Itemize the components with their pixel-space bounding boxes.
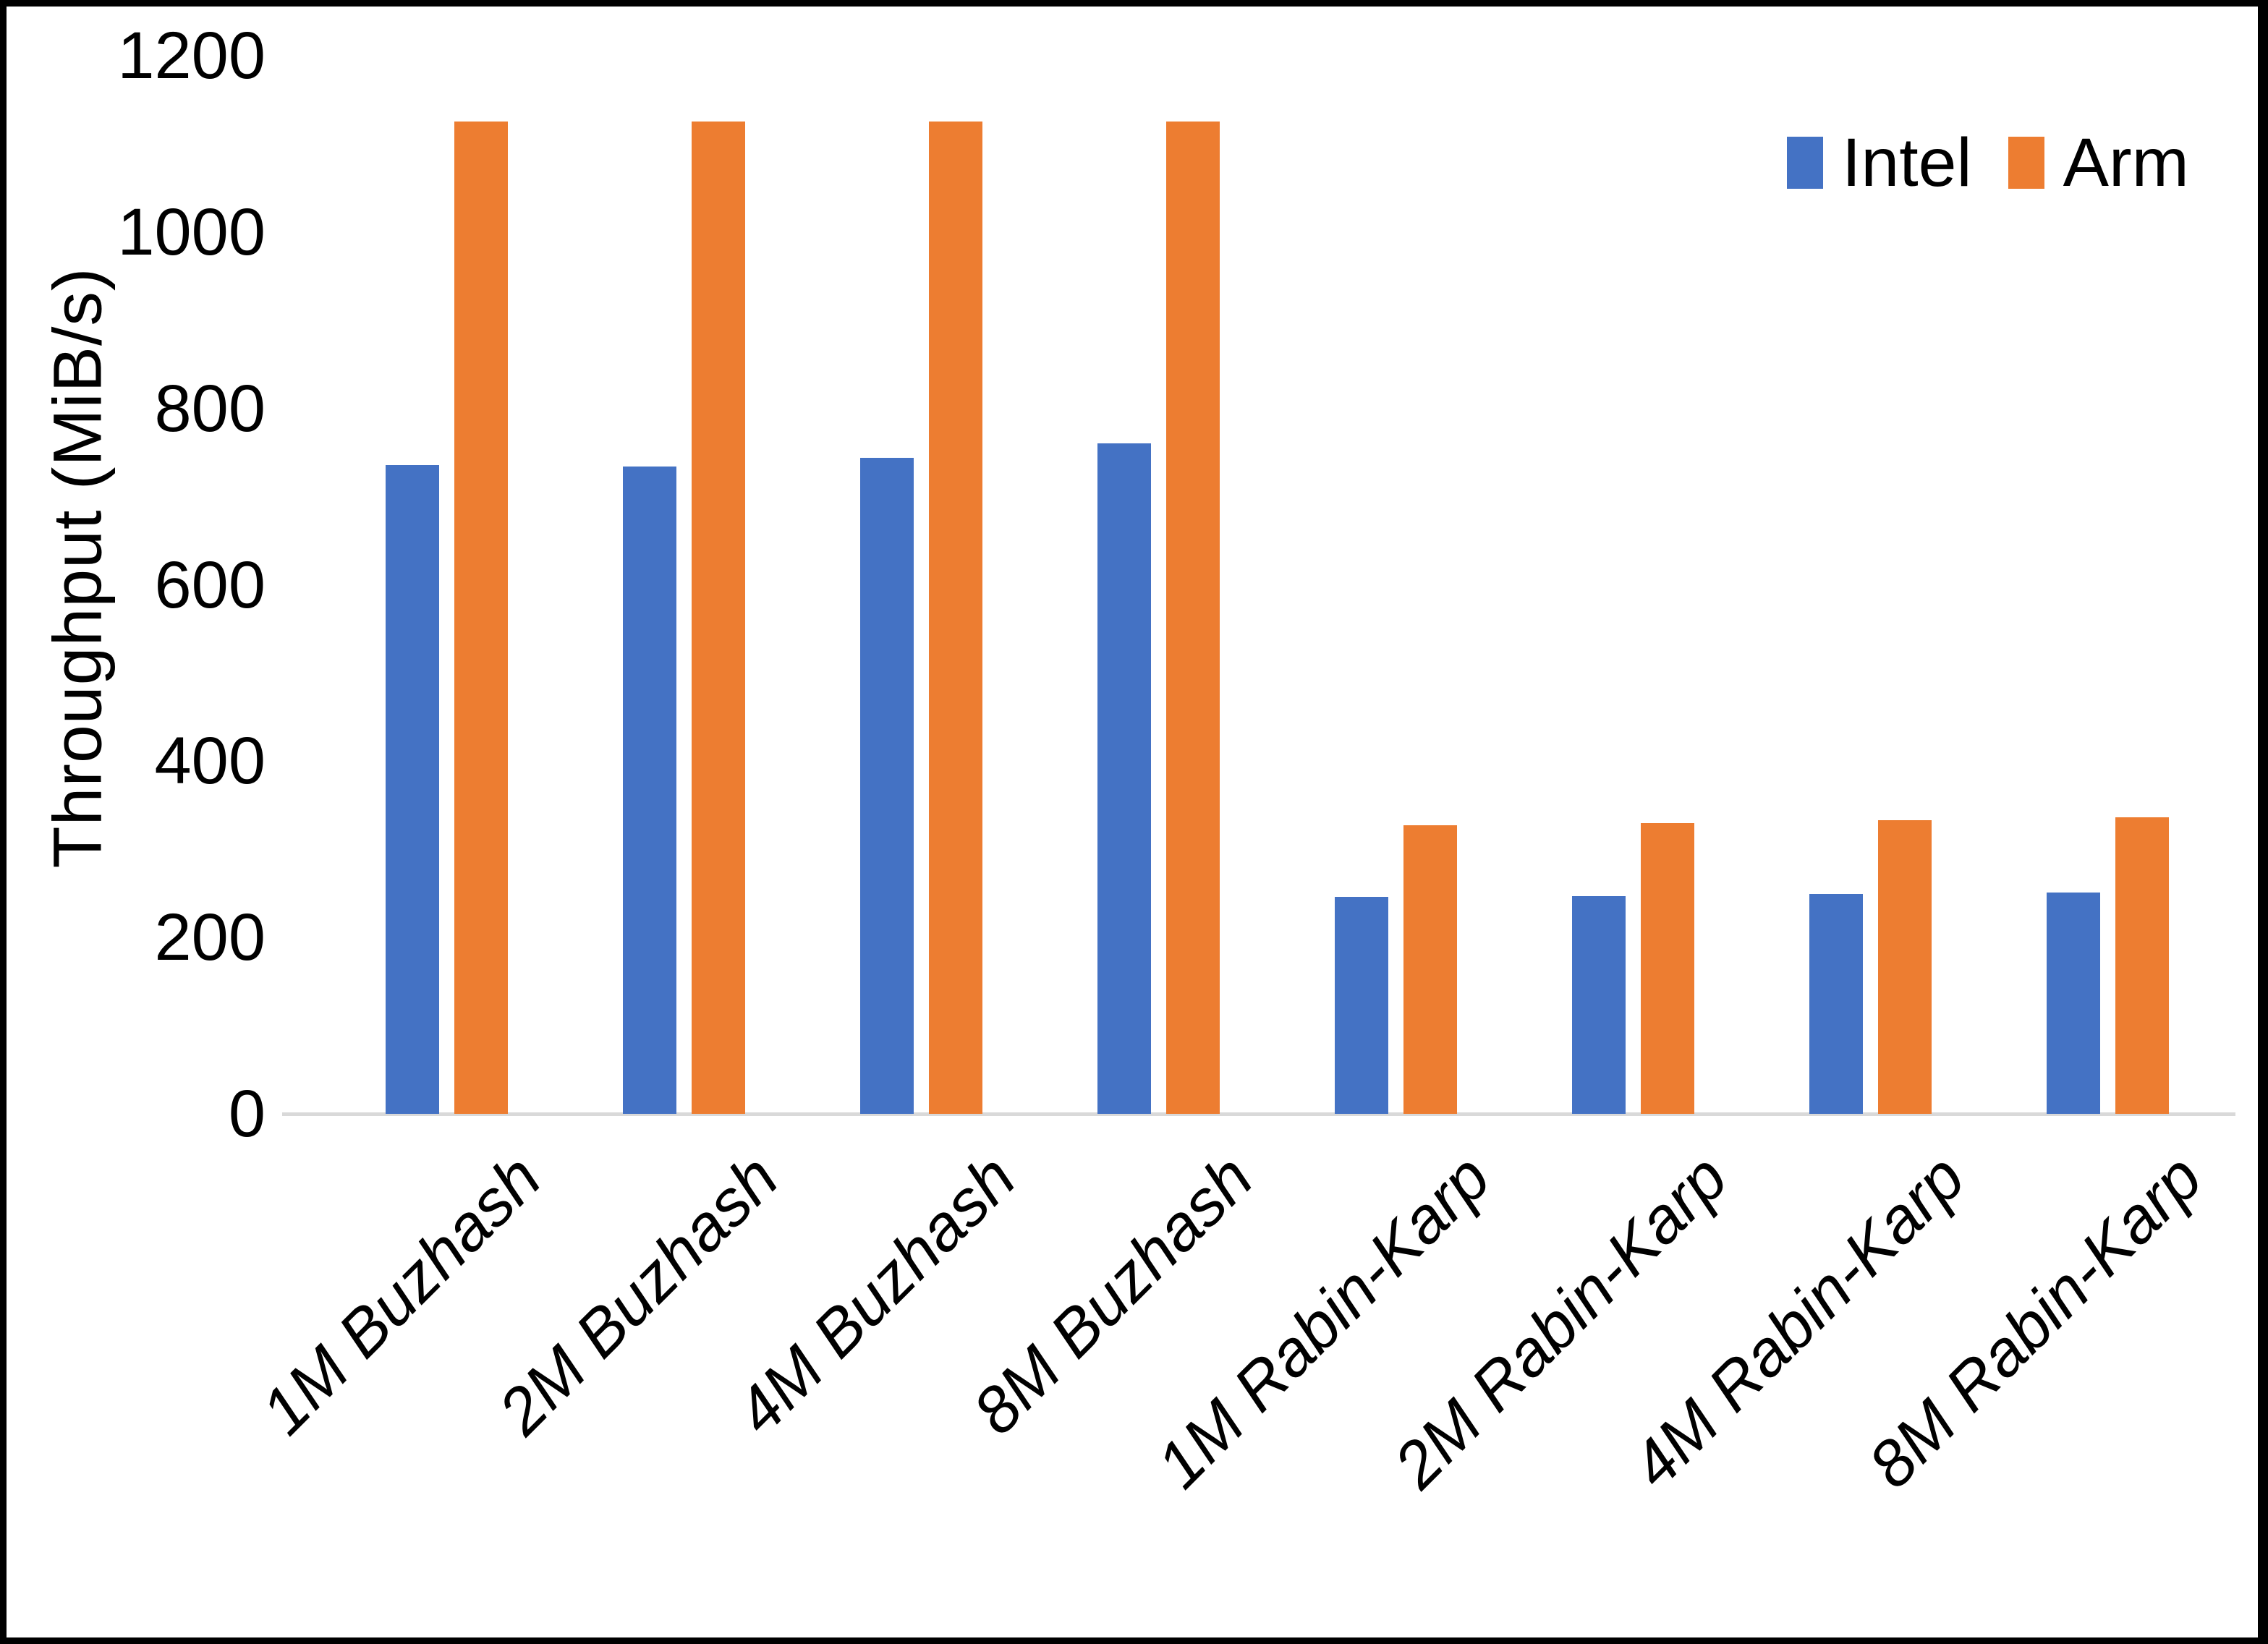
bar-arm-4m-rabin-karp bbox=[1878, 820, 1932, 1114]
bar-arm-4m-buzhash bbox=[929, 122, 982, 1114]
y-tick-label-1200: 1200 bbox=[117, 19, 266, 93]
bar-intel-4m-rabin-karp bbox=[1809, 894, 1863, 1114]
bar-arm-2m-rabin-karp bbox=[1641, 822, 1694, 1114]
bar-arm-8m-buzhash bbox=[1166, 122, 1220, 1114]
x-axis-line bbox=[282, 1112, 2235, 1116]
legend-swatch-intel bbox=[1787, 137, 1823, 189]
bar-intel-4m-buzhash bbox=[860, 457, 914, 1114]
legend-label-intel: Intel bbox=[1842, 124, 1972, 201]
y-tick-label-200: 200 bbox=[154, 900, 266, 975]
bar-arm-8m-rabin-karp bbox=[2115, 817, 2169, 1114]
bar-intel-2m-rabin-karp bbox=[1572, 895, 1626, 1114]
bar-intel-8m-rabin-karp bbox=[2047, 892, 2100, 1114]
y-tick-label-600: 600 bbox=[154, 548, 266, 622]
bar-arm-1m-buzhash bbox=[454, 122, 508, 1114]
y-tick-label-400: 400 bbox=[154, 724, 266, 798]
y-tick-label-0: 0 bbox=[228, 1077, 266, 1151]
legend-item-intel: Intel bbox=[1787, 123, 1972, 203]
bar-intel-2m-buzhash bbox=[623, 467, 676, 1114]
legend-swatch-arm bbox=[2008, 137, 2044, 189]
legend-item-arm: Arm bbox=[2008, 123, 2189, 203]
legend: Intel Arm bbox=[1787, 123, 2189, 203]
bar-intel-1m-buzhash bbox=[386, 464, 439, 1114]
y-tick-label-800: 800 bbox=[154, 371, 266, 446]
bar-arm-2m-buzhash bbox=[692, 122, 745, 1114]
bar-arm-1m-rabin-karp bbox=[1403, 825, 1457, 1114]
bar-intel-8m-buzhash bbox=[1097, 443, 1151, 1114]
bar-intel-1m-rabin-karp bbox=[1335, 897, 1388, 1114]
legend-label-arm: Arm bbox=[2063, 124, 2189, 201]
y-tick-label-1000: 1000 bbox=[117, 195, 266, 269]
